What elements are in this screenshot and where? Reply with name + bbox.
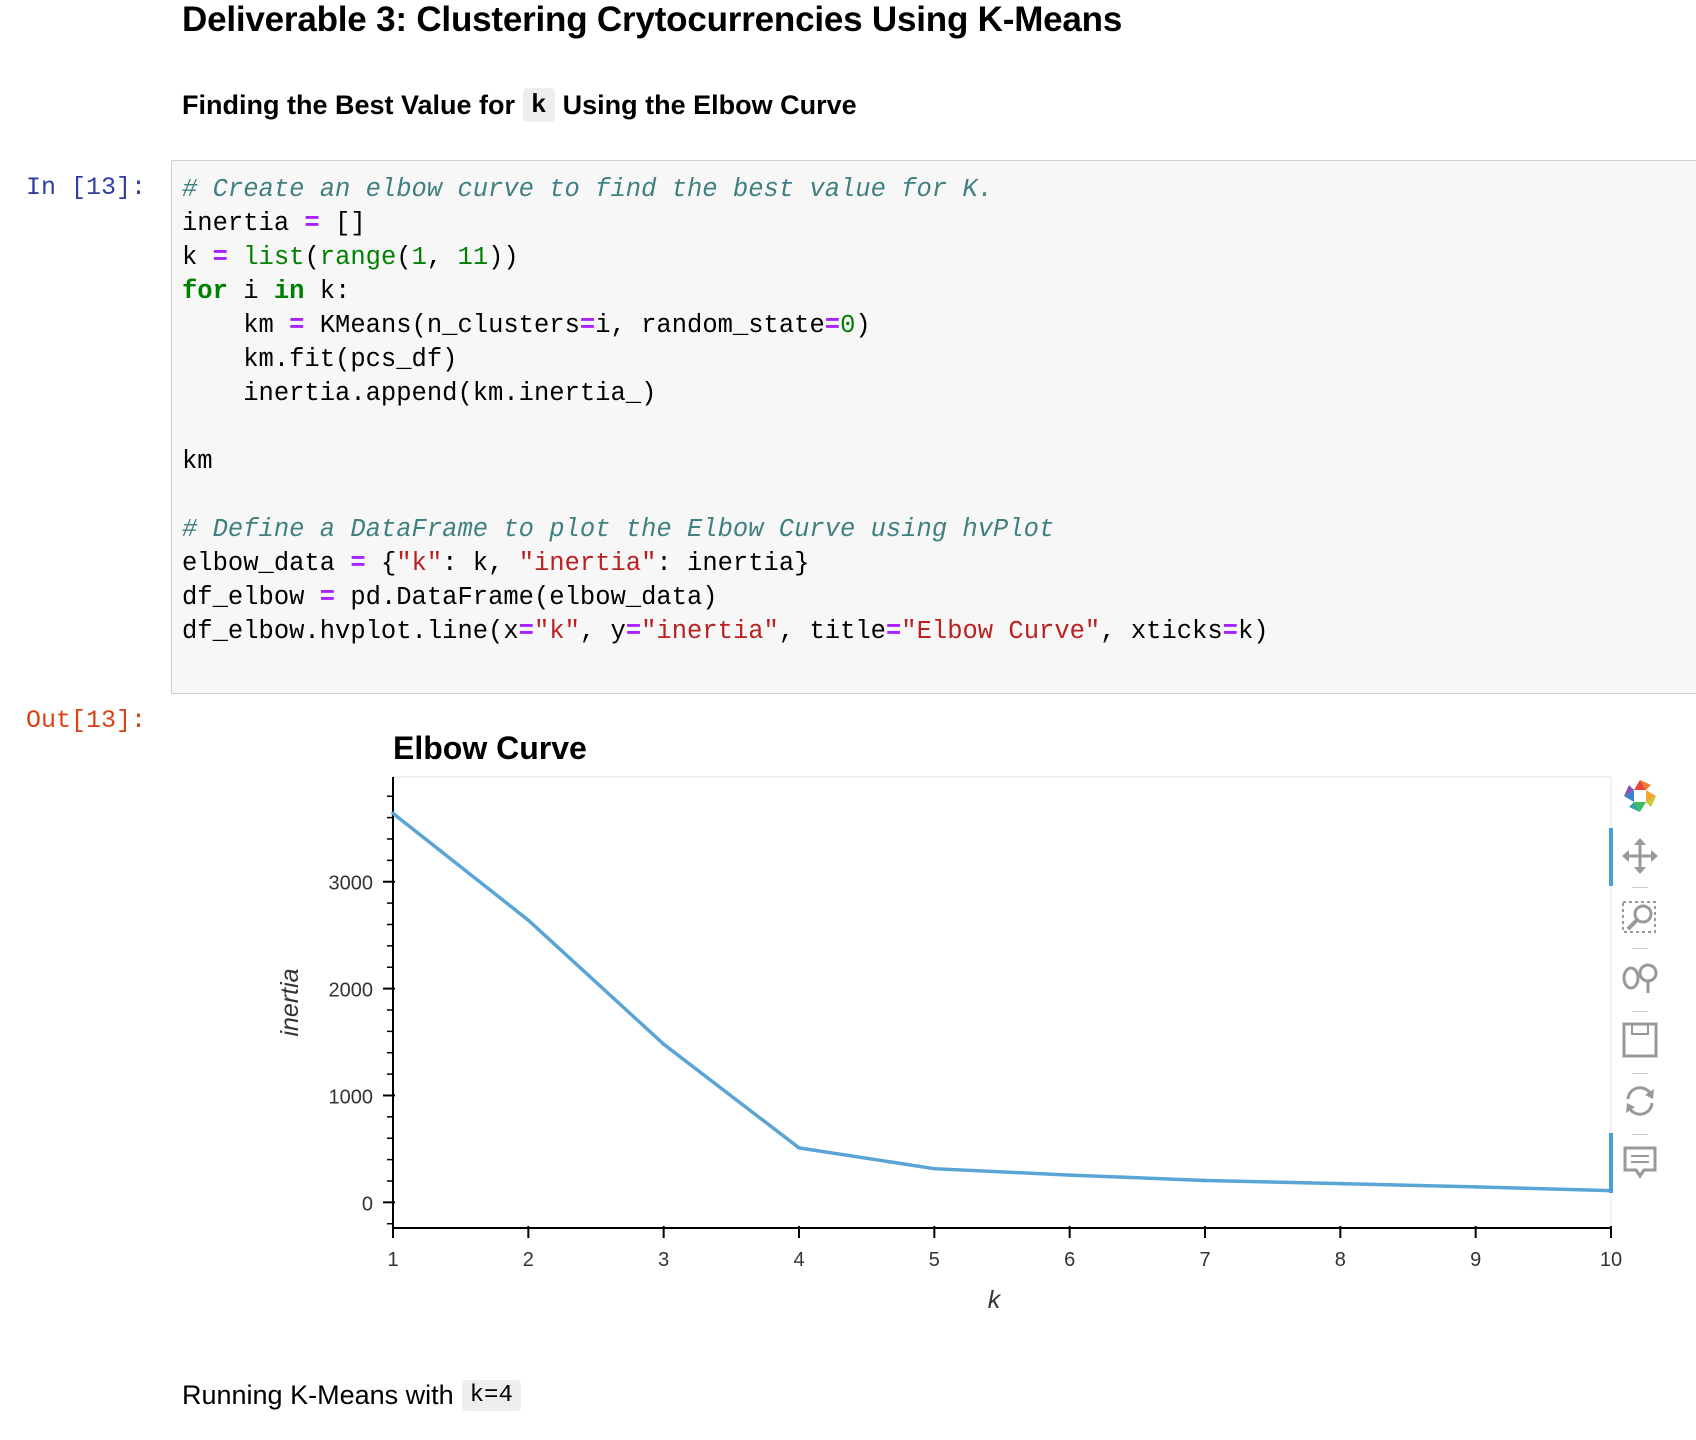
page-heading: Deliverable 3: Clustering Crytocurrencie…: [182, 0, 1123, 39]
wheel-zoom-icon[interactable]: [1620, 958, 1660, 998]
data-point: [391, 811, 395, 816]
subheading-text-before: Finding the Best Value for: [182, 89, 516, 120]
x-tick-label: 10: [1600, 1249, 1622, 1271]
plot-frame: [392, 776, 1612, 1229]
data-point: [1473, 1185, 1478, 1189]
toolbar-separator: [1632, 1073, 1648, 1074]
toolbar-separator: [1632, 1134, 1648, 1135]
y-axis-label: inertia: [276, 968, 304, 1036]
data-point: [661, 1042, 666, 1046]
data-point: [1338, 1181, 1343, 1186]
subheading-text-after: Using the Elbow Curve: [562, 89, 857, 120]
code-text[interactable]: # Create an elbow curve to find the best…: [182, 173, 1269, 649]
y-tick-label: 2000: [329, 980, 374, 1002]
x-tick-label: 3: [658, 1249, 669, 1271]
toolbar-separator: [1632, 887, 1648, 888]
output-prompt: Out[13]:: [26, 706, 147, 735]
toolbar-active-indicator-hover: [1609, 1133, 1613, 1193]
data-point: [932, 1166, 937, 1171]
x-tick-label: 2: [523, 1249, 534, 1271]
x-tick-label: 8: [1335, 1249, 1346, 1271]
series-line: [391, 811, 1612, 1193]
toolbar-active-indicator-pan: [1609, 828, 1613, 886]
code-line: for i in k:: [182, 277, 351, 306]
box-zoom-icon[interactable]: [1620, 897, 1660, 937]
code-cell-editor[interactable]: # Create an elbow curve to find the best…: [171, 160, 1696, 694]
markdown-text: Running K-Means with: [182, 1380, 454, 1410]
code-line: km = KMeans(n_clusters=i, random_state=0…: [182, 311, 871, 340]
input-prompt: In [13]:: [26, 173, 147, 202]
code-line: [182, 413, 197, 442]
code-line: km: [182, 447, 213, 476]
x-tick-label: 7: [1199, 1249, 1210, 1271]
markdown-code: k=4: [461, 1380, 521, 1411]
x-axis-label: k: [988, 1286, 1002, 1314]
save-icon[interactable]: [1620, 1020, 1660, 1060]
x-tick-label: 1: [387, 1249, 398, 1271]
code-line: [182, 481, 197, 510]
code-line: elbow_data = {"k": k, "inertia": inertia…: [182, 549, 810, 578]
code-line: # Define a DataFrame to plot the Elbow C…: [182, 515, 1055, 544]
data-point: [526, 918, 531, 923]
subheading-code: k: [523, 88, 555, 122]
code-line: inertia.append(km.inertia_): [182, 379, 657, 408]
x-tick-label: 5: [929, 1249, 940, 1271]
y-tick-label: 0: [362, 1193, 373, 1215]
data-point: [1203, 1178, 1207, 1183]
code-line: k = list(range(1, 11)): [182, 243, 519, 272]
data-point: [797, 1146, 801, 1150]
x-tick-label: 6: [1064, 1249, 1075, 1271]
bokeh-logo-icon[interactable]: [1620, 776, 1660, 816]
hover-icon[interactable]: [1620, 1142, 1660, 1182]
y-tick-label: 3000: [329, 873, 374, 895]
code-line: df_elbow = pd.DataFrame(elbow_data): [182, 583, 718, 612]
toolbar-separator: [1632, 948, 1648, 949]
toolbar-separator: [1632, 1011, 1648, 1012]
pan-icon[interactable]: [1620, 836, 1660, 876]
section-subheading: Finding the Best Value for k Using the E…: [182, 88, 857, 122]
elbow-curve-chart[interactable]: 0 1000 2000 3000 1 2 3 4 5 6 7 8 9 10 k inertia: [0, 760, 1696, 1320]
reset-icon[interactable]: [1620, 1081, 1660, 1121]
next-markdown-cell: Running K-Means with k=4: [182, 1380, 529, 1411]
code-line: # Create an elbow curve to find the best…: [182, 175, 994, 204]
chart-title: Elbow Curve: [393, 730, 587, 766]
data-point: [1067, 1173, 1072, 1177]
x-tick-label: 4: [793, 1249, 804, 1271]
code-line: df_elbow.hvplot.line(x="k", y="inertia",…: [182, 617, 1269, 646]
y-tick-label: 1000: [329, 1086, 374, 1108]
code-line: km.fit(pcs_df): [182, 345, 458, 374]
x-tick-label: 9: [1470, 1249, 1481, 1271]
code-line: inertia = []: [182, 209, 366, 238]
